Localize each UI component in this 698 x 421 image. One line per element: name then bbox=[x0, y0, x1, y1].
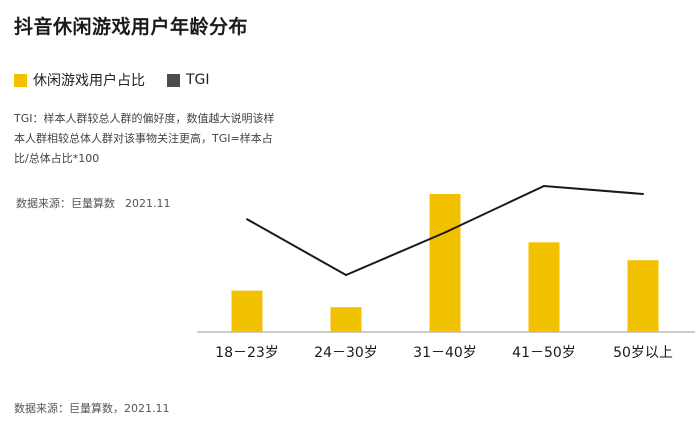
source-top-date: 2021.11 bbox=[125, 197, 171, 210]
x-tick-label-1: 24－30岁 bbox=[314, 345, 378, 361]
source-top: 数据来源：巨量算数 2021.11 bbox=[16, 195, 171, 211]
legend-swatch-share bbox=[14, 73, 27, 87]
chart-title: 抖音休闲游戏用户年龄分布 bbox=[14, 16, 249, 38]
legend: 休闲游戏用户占比 TGI bbox=[14, 70, 232, 90]
tgi-point-3 bbox=[543, 185, 545, 187]
bar-1 bbox=[330, 307, 362, 332]
tgi-point-4 bbox=[642, 192, 644, 195]
bar-0 bbox=[231, 290, 263, 332]
legend-item-tgi: TGI bbox=[167, 72, 210, 88]
bar-3 bbox=[528, 242, 560, 332]
legend-label-tgi: TGI bbox=[186, 72, 210, 88]
bar-2 bbox=[429, 194, 461, 332]
x-tick-label-3: 41－50岁 bbox=[512, 345, 576, 361]
source-top-label: 数据来源：巨量算数 bbox=[16, 197, 115, 210]
bar-4 bbox=[627, 260, 659, 332]
legend-swatch-tgi bbox=[167, 73, 180, 87]
source-bottom: 数据来源：巨量算数，2021.11 bbox=[14, 402, 170, 415]
tgi-point-0 bbox=[246, 218, 248, 221]
tgi-point-1 bbox=[345, 274, 347, 276]
tgi-note: TGI：样本人群较总人群的偏好度，数值越大说明该样本人群相较总体人群对该事物关注… bbox=[14, 112, 275, 165]
legend-label-share: 休闲游戏用户占比 bbox=[33, 73, 145, 89]
x-tick-label-4: 50岁以上 bbox=[613, 345, 673, 361]
tgi-point-2 bbox=[444, 231, 446, 234]
x-tick-label-0: 18－23岁 bbox=[215, 345, 279, 361]
legend-item-share: 休闲游戏用户占比 bbox=[14, 70, 145, 90]
x-tick-label-2: 31－40岁 bbox=[413, 345, 477, 361]
